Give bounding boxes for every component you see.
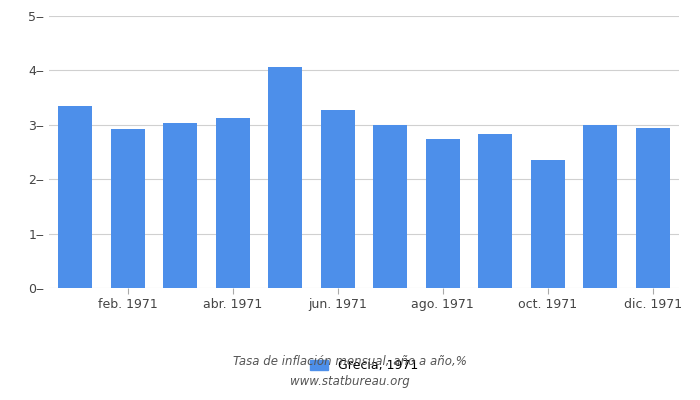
Bar: [478, 134, 512, 288]
Bar: [531, 160, 565, 288]
Bar: [216, 118, 250, 288]
Text: Tasa de inflación mensual, año a año,%: Tasa de inflación mensual, año a año,%: [233, 356, 467, 368]
Bar: [636, 128, 670, 288]
Bar: [268, 66, 302, 288]
Legend: Grecia, 1971: Grecia, 1971: [304, 354, 424, 377]
Bar: [583, 125, 617, 288]
Bar: [321, 110, 355, 288]
Bar: [163, 123, 197, 288]
Bar: [373, 125, 407, 288]
Bar: [111, 129, 145, 288]
Bar: [426, 140, 460, 288]
Bar: [58, 106, 92, 288]
Text: www.statbureau.org: www.statbureau.org: [290, 376, 410, 388]
